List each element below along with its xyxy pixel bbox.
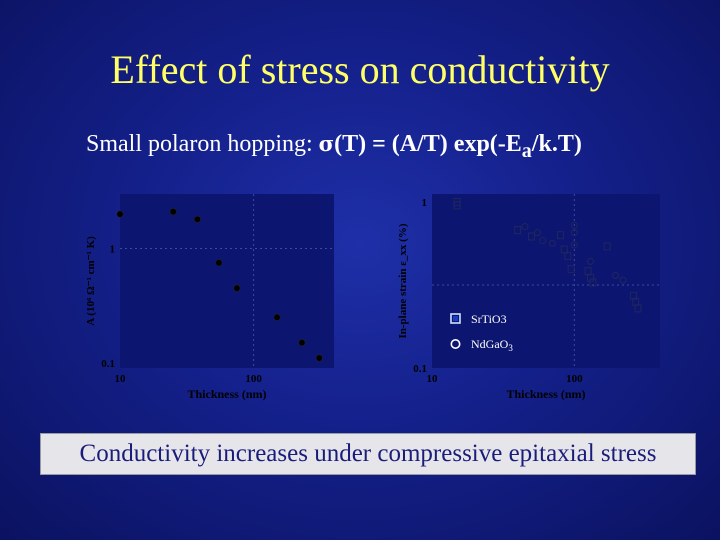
data-point — [233, 284, 241, 292]
data-point — [514, 226, 522, 235]
data-point — [533, 229, 541, 237]
x-axis-label: Thickness (nm) — [187, 387, 266, 401]
data-point — [603, 242, 611, 251]
data-point — [619, 276, 627, 284]
y-tick-label: 1 — [422, 197, 428, 209]
plot-area — [120, 194, 334, 368]
chart-prefactor-vs-thickness: 10 100 1 0.1 Thickness (nm) A (10⁶ Ω⁻¹ cm⁻¹ K… — [78, 188, 378, 404]
y-axis-label: In-plane strain ε_xx (%) — [397, 223, 409, 338]
legend-square-marker — [450, 313, 461, 324]
legend-circle-marker — [450, 339, 461, 350]
x-tick-label: 100 — [245, 373, 262, 385]
x-tick-label: 10 — [427, 373, 439, 385]
x-tick-label: 10 — [115, 373, 127, 385]
data-point — [548, 239, 556, 247]
data-point — [453, 201, 461, 210]
data-point — [612, 272, 620, 280]
formula-prefix: Small polaron hopping: — [86, 131, 319, 157]
data-point — [560, 245, 568, 254]
data-point — [634, 304, 642, 313]
data-point — [215, 259, 223, 267]
formula-expression-end: /k.T) — [531, 131, 582, 157]
y-tick-label: 1 — [110, 244, 116, 256]
data-point — [298, 339, 306, 347]
formula-line: Small polaron hopping: σ(T) = (A/T) exp(… — [86, 128, 582, 167]
y-tick-label: 0.1 — [413, 363, 427, 375]
legend-label-subscript: 3 — [508, 343, 513, 353]
data-point — [570, 221, 578, 229]
data-point — [564, 252, 572, 261]
data-point — [527, 232, 535, 241]
data-point — [193, 215, 201, 223]
data-point — [557, 231, 565, 240]
formula-subscript: a — [521, 139, 532, 162]
data-point — [169, 208, 177, 216]
data-point — [570, 229, 578, 237]
data-point — [315, 354, 323, 362]
plot-area — [432, 194, 660, 368]
sigma-symbol: σ — [318, 131, 335, 156]
data-point — [521, 223, 529, 231]
legend-square-fill — [453, 316, 458, 321]
conclusion-banner: Conductivity increases under compressive… — [40, 433, 696, 475]
y-tick-label: 0.1 — [101, 358, 115, 370]
x-tick-label: 100 — [566, 373, 583, 385]
slide-title: Effect of stress on conductivity — [110, 47, 610, 92]
chart-left-svg: 10 100 1 0.1 Thickness (nm) A (10⁶ Ω⁻¹ cm⁻¹ K… — [85, 194, 334, 401]
data-point — [539, 237, 547, 245]
data-point — [587, 257, 595, 265]
data-point — [629, 291, 637, 300]
chart-right-svg: 10 100 1 0.1 Thickness (nm) In-plane strain ε… — [397, 194, 660, 401]
data-point — [116, 210, 124, 218]
data-point — [589, 278, 597, 287]
chart-strain-vs-thickness: 10 100 1 0.1 Thickness (nm) In-plane strain ε… — [388, 188, 688, 404]
data-point — [273, 313, 281, 321]
data-point — [587, 273, 595, 282]
y-axis-label: A (10⁶ Ω⁻¹ cm⁻¹ K) — [85, 236, 97, 326]
data-point — [567, 265, 575, 274]
formula-expression: (T) = (A/T) exp(-E — [334, 131, 522, 157]
data-point — [570, 241, 578, 249]
x-axis-label: Thickness (nm) — [506, 387, 585, 401]
legend-label-srtio3: SrTiO3 — [471, 312, 507, 326]
legend-label-ndgao3: NdGaO3 — [471, 337, 513, 353]
